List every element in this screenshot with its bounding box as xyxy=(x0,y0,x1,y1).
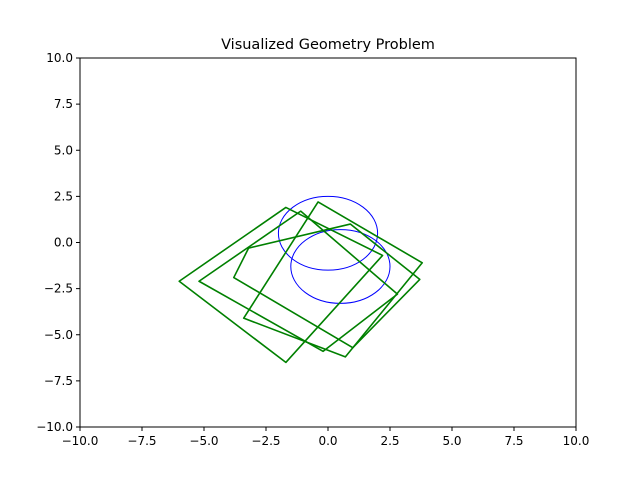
x-tick-label: 2.5 xyxy=(380,434,399,448)
y-tick-label: 10.0 xyxy=(46,51,73,65)
y-tick-label: −5.0 xyxy=(44,328,73,342)
x-tick-label: 7.5 xyxy=(504,434,523,448)
circle-2 xyxy=(290,229,391,304)
y-tick-label: 7.5 xyxy=(54,97,73,111)
x-tick-label: 5.0 xyxy=(442,434,461,448)
polygon-2 xyxy=(198,210,399,353)
circle-1 xyxy=(277,195,379,271)
x-tick-label: −5.0 xyxy=(189,434,218,448)
y-tick-label: 0.0 xyxy=(54,236,73,250)
y-tick-label: −2.5 xyxy=(44,282,73,296)
y-axis: −10.0 −7.5 −5.0 −2.5 0.0 2.5 5.0 7.5 10.0 xyxy=(36,51,80,434)
y-tick-label: −10.0 xyxy=(36,420,73,434)
x-tick-label: 0.0 xyxy=(318,434,337,448)
shapes-layer xyxy=(178,195,424,364)
x-tick-label: −2.5 xyxy=(251,434,280,448)
polygon-3 xyxy=(242,201,424,358)
y-tick-label: 2.5 xyxy=(54,189,73,203)
x-tick-label: 10.0 xyxy=(563,434,590,448)
polygon-4 xyxy=(232,223,421,349)
x-axis: −10.0 −7.5 −5.0 −2.5 0.0 2.5 5.0 7.5 10.0 xyxy=(62,427,590,448)
y-tick-label: −7.5 xyxy=(44,374,73,388)
x-tick-label: −7.5 xyxy=(127,434,156,448)
x-tick-label: −10.0 xyxy=(62,434,99,448)
y-tick-label: 5.0 xyxy=(54,143,73,157)
polygon-1 xyxy=(178,206,384,364)
chart-title: Visualized Geometry Problem xyxy=(221,37,435,53)
